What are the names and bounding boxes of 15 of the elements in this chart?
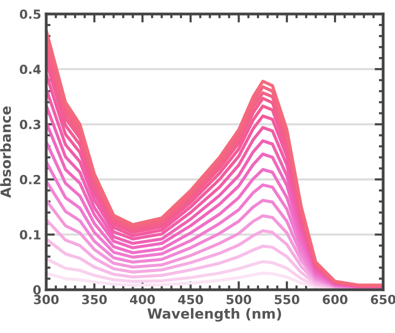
x-tick-label: 300 [34, 294, 59, 304]
x-tick-label: 350 [82, 294, 107, 304]
y-tick-label: 0.3 [20, 120, 40, 130]
x-axis-title: Wavelength (nm) [148, 308, 282, 322]
y-tick-label: 0.2 [20, 174, 40, 184]
x-tick-label: 550 [274, 294, 300, 304]
y-tick-label: 0.4 [20, 64, 41, 74]
x-tick-label: 600 [322, 294, 348, 304]
y-tick-label: 0.5 [20, 9, 40, 19]
x-tick-label: 500 [226, 294, 252, 304]
x-tick-label: 450 [178, 294, 204, 304]
x-tick-label: 400 [130, 294, 155, 304]
y-tick-label: 0 [33, 285, 41, 295]
y-axis-title: Absorbance [0, 106, 11, 198]
y-tick-label: 0.1 [20, 230, 40, 240]
